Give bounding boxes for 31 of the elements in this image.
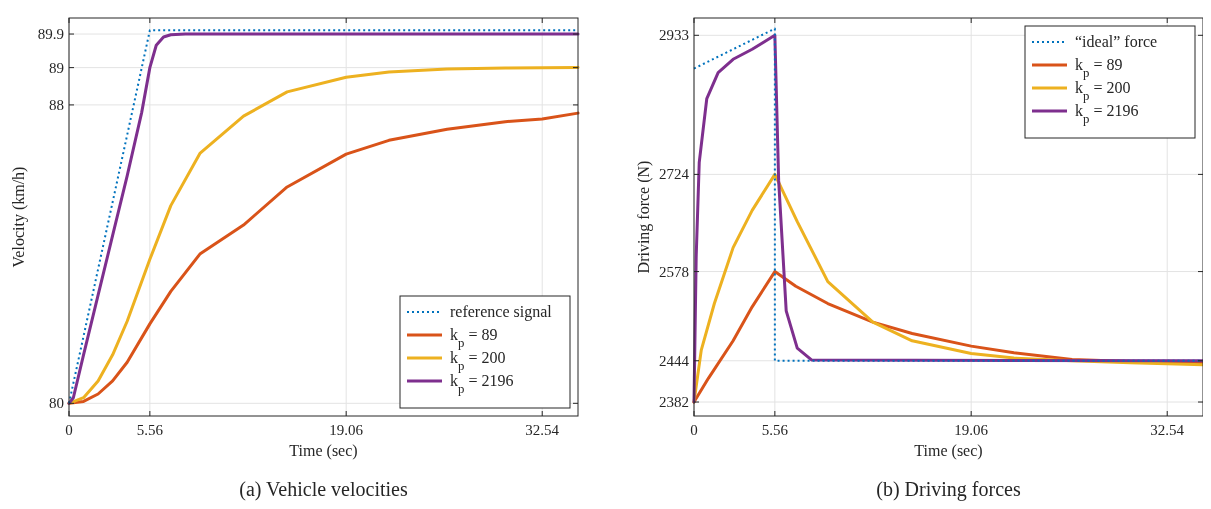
y-axis-title: Driving force (N) (635, 160, 653, 274)
x-axis-title: Time (sec) (914, 442, 983, 460)
x-tick-label: 32.54 (525, 422, 560, 438)
legend-label: k$_{p}$ = 2196 (1075, 102, 1139, 126)
x-tick-label: 5.56 (136, 422, 164, 438)
x-tick-label: 0 (65, 422, 73, 438)
legend-label: k$_{p}$ = 89 (1075, 56, 1123, 80)
legend-label: k$_{p}$ = 200 (450, 349, 506, 373)
x-tick-label: 0 (690, 422, 698, 438)
y-axis-title: Velocity (km/h) (10, 166, 28, 268)
legend-label: k$_{p}$ = 2196 (450, 372, 514, 396)
y-tick-label: 2444 (659, 352, 690, 369)
legend-label: k$_{p}$ = 200 (1075, 79, 1131, 103)
x-axis-title: Time (sec) (289, 442, 358, 460)
text: (a) Vehicle velocities (239, 478, 408, 501)
text: (b) Driving forces (876, 478, 1021, 501)
legend-label: “ideal” force (1075, 33, 1158, 50)
legend-label: reference signal (450, 303, 553, 321)
x-tick-label: 19.06 (329, 422, 364, 438)
y-tick-label: 89 (49, 59, 64, 76)
y-tick-label: 89.9 (37, 26, 64, 43)
y-tick-label: 2382 (659, 394, 689, 411)
y-tick-label: 2578 (659, 263, 689, 280)
legend-label: k$_{p}$ = 89 (450, 326, 498, 350)
x-tick-label: 32.54 (1150, 422, 1185, 438)
y-tick-label: 2933 (659, 27, 689, 44)
y-tick-label: 88 (49, 96, 64, 113)
y-tick-label: 2724 (659, 166, 690, 183)
x-tick-label: 5.56 (761, 422, 789, 438)
y-tick-label: 80 (49, 395, 64, 412)
x-tick-label: 19.06 (954, 422, 989, 438)
